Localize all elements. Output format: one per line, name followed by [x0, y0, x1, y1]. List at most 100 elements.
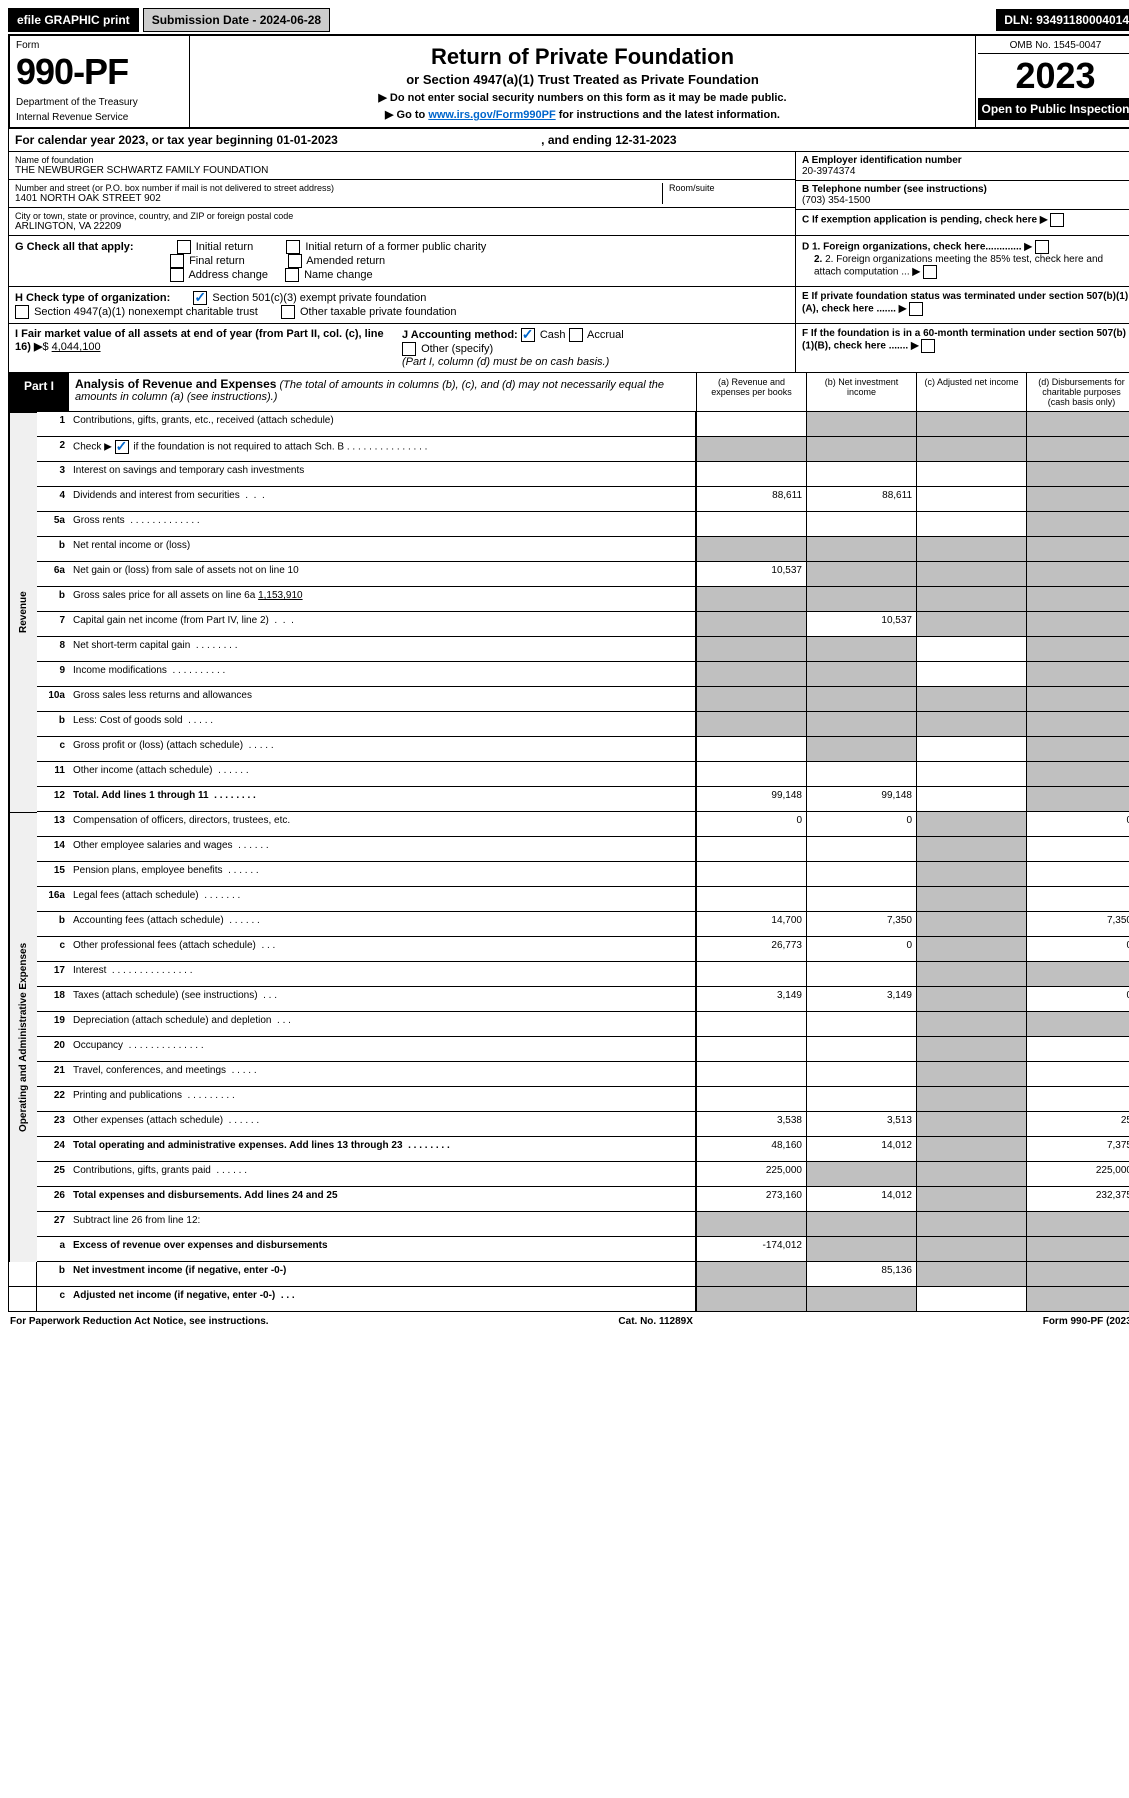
part1-table: Revenue 1Contributions, gifts, grants, e… [8, 412, 1129, 1312]
dln-label: DLN: 93491180004014 [996, 9, 1129, 31]
section-i-j-f: I Fair market value of all assets at end… [8, 324, 1129, 373]
j-label: J Accounting method: [402, 329, 518, 341]
other-taxable-checkbox[interactable] [281, 305, 295, 319]
line-27b: Net investment income (if negative, ente… [69, 1262, 696, 1287]
line-14: Other employee salaries and wages . . . … [69, 837, 696, 862]
line-17: Interest . . . . . . . . . . . . . . . [69, 962, 696, 987]
form-subtitle: or Section 4947(a)(1) Trust Treated as P… [196, 72, 969, 87]
line-27c: Adjusted net income (if negative, enter … [69, 1287, 696, 1312]
cash-checkbox[interactable] [521, 328, 535, 342]
status-terminated-checkbox[interactable] [909, 302, 923, 316]
form-header: Form 990-PF Department of the Treasury I… [8, 34, 1129, 129]
line-10c: Gross profit or (loss) (attach schedule)… [69, 737, 696, 762]
accrual-checkbox[interactable] [569, 328, 583, 342]
line-6a: Net gain or (loss) from sale of assets n… [69, 562, 696, 587]
line-4: Dividends and interest from securities .… [69, 487, 696, 512]
e-label: E If private foundation status was termi… [802, 291, 1128, 315]
line-9: Income modifications . . . . . . . . . . [69, 662, 696, 687]
sch-b-checkbox[interactable] [115, 440, 129, 454]
col-b-header: (b) Net investment income [806, 373, 916, 411]
street-address: 1401 NORTH OAK STREET 902 [15, 193, 662, 204]
line-5b: Net rental income or (loss) [69, 537, 696, 562]
final-return-checkbox[interactable] [170, 254, 184, 268]
irs-label: Internal Revenue Service [16, 112, 183, 123]
year-end: 12-31-2023 [615, 133, 676, 147]
form-title: Return of Private Foundation [196, 44, 969, 70]
501c3-checkbox[interactable] [193, 291, 207, 305]
foreign-85-checkbox[interactable] [923, 265, 937, 279]
line-3: Interest on savings and temporary cash i… [69, 462, 696, 487]
line-27a: Excess of revenue over expenses and disb… [69, 1237, 696, 1262]
address-change-checkbox[interactable] [170, 268, 184, 282]
paperwork-notice: For Paperwork Reduction Act Notice, see … [10, 1316, 269, 1327]
line-18: Taxes (attach schedule) (see instruction… [69, 987, 696, 1012]
line-13: Compensation of officers, directors, tru… [69, 812, 696, 837]
foundation-info: Name of foundation THE NEWBURGER SCHWART… [8, 152, 1129, 236]
city-state-zip: ARLINGTON, VA 22209 [15, 221, 789, 232]
line-11: Other income (attach schedule) . . . . .… [69, 762, 696, 787]
f-label: F If the foundation is in a 60-month ter… [802, 328, 1126, 352]
line-26: Total expenses and disbursements. Add li… [69, 1187, 696, 1212]
4947-checkbox[interactable] [15, 305, 29, 319]
section-g-d: G Check all that apply: Initial return I… [8, 236, 1129, 287]
line-16a: Legal fees (attach schedule) . . . . . .… [69, 887, 696, 912]
line-16b: Accounting fees (attach schedule) . . . … [69, 912, 696, 937]
line-12: Total. Add lines 1 through 11 . . . . . … [69, 787, 696, 812]
header-right: OMB No. 1545-0047 2023 Open to Public In… [975, 36, 1129, 127]
open-public-badge: Open to Public Inspection [978, 98, 1129, 120]
city-box: City or town, state or province, country… [9, 208, 795, 235]
exemption-box: C If exemption application is pending, c… [796, 210, 1129, 230]
section-h-e: H Check type of organization: Section 50… [8, 287, 1129, 324]
room-suite-label: Room/suite [669, 183, 789, 193]
irs-link[interactable]: www.irs.gov/Form990PF [428, 109, 555, 121]
j-note: (Part I, column (d) must be on cash basi… [402, 356, 609, 368]
ein-value: 20-3974374 [802, 166, 1129, 177]
header-center: Return of Private Foundation or Section … [190, 36, 975, 127]
ein-box: A Employer identification number 20-3974… [796, 152, 1129, 181]
60-month-checkbox[interactable] [921, 339, 935, 353]
initial-former-checkbox[interactable] [286, 240, 300, 254]
year-begin: 01-01-2023 [276, 133, 337, 147]
line-25: Contributions, gifts, grants paid . . . … [69, 1162, 696, 1187]
fmv-value: 4,044,100 [52, 341, 101, 353]
line-10a: Gross sales less returns and allowances [69, 687, 696, 712]
cat-no: Cat. No. 11289X [618, 1316, 692, 1327]
tax-year: 2023 [978, 54, 1129, 98]
calendar-year-row: For calendar year 2023, or tax year begi… [8, 129, 1129, 152]
line-24: Total operating and administrative expen… [69, 1137, 696, 1162]
top-bar: efile GRAPHIC print Submission Date - 20… [8, 8, 1129, 32]
line-6b: Gross sales price for all assets on line… [69, 587, 696, 612]
line-22: Printing and publications . . . . . . . … [69, 1087, 696, 1112]
phone-box: B Telephone number (see instructions) (7… [796, 181, 1129, 210]
foreign-org-checkbox[interactable] [1035, 240, 1049, 254]
form-label: Form [16, 40, 183, 51]
name-change-checkbox[interactable] [285, 268, 299, 282]
line-21: Travel, conferences, and meetings . . . … [69, 1062, 696, 1087]
part1-title: Analysis of Revenue and Expenses (The to… [69, 373, 696, 411]
d1-label: D 1. Foreign organizations, check here..… [802, 242, 1022, 253]
form-ref: Form 990-PF (2023) [1043, 1316, 1129, 1327]
revenue-label: Revenue [9, 412, 37, 812]
other-method-checkbox[interactable] [402, 342, 416, 356]
part1-header: Part I Analysis of Revenue and Expenses … [8, 373, 1129, 412]
expenses-label: Operating and Administrative Expenses [9, 812, 37, 1262]
initial-return-checkbox[interactable] [177, 240, 191, 254]
page-footer: For Paperwork Reduction Act Notice, see … [8, 1312, 1129, 1331]
part1-label: Part I [9, 373, 69, 411]
line-8: Net short-term capital gain . . . . . . … [69, 637, 696, 662]
line-15: Pension plans, employee benefits . . . .… [69, 862, 696, 887]
line-5a: Gross rents . . . . . . . . . . . . . [69, 512, 696, 537]
g-label: G Check all that apply: [15, 241, 134, 253]
line-23: Other expenses (attach schedule) . . . .… [69, 1112, 696, 1137]
efile-print-button[interactable]: efile GRAPHIC print [8, 8, 139, 32]
col-c-header: (c) Adjusted net income [916, 373, 1026, 411]
line-20: Occupancy . . . . . . . . . . . . . . [69, 1037, 696, 1062]
amended-return-checkbox[interactable] [288, 254, 302, 268]
submission-date-button[interactable]: Submission Date - 2024-06-28 [143, 8, 330, 32]
exemption-checkbox[interactable] [1050, 213, 1064, 227]
col-d-header: (d) Disbursements for charitable purpose… [1026, 373, 1129, 411]
note-ssn: ▶ Do not enter social security numbers o… [196, 91, 969, 104]
dept-treasury: Department of the Treasury [16, 97, 183, 108]
line-16c: Other professional fees (attach schedule… [69, 937, 696, 962]
d2-label: 2. Foreign organizations meeting the 85%… [814, 254, 1103, 278]
